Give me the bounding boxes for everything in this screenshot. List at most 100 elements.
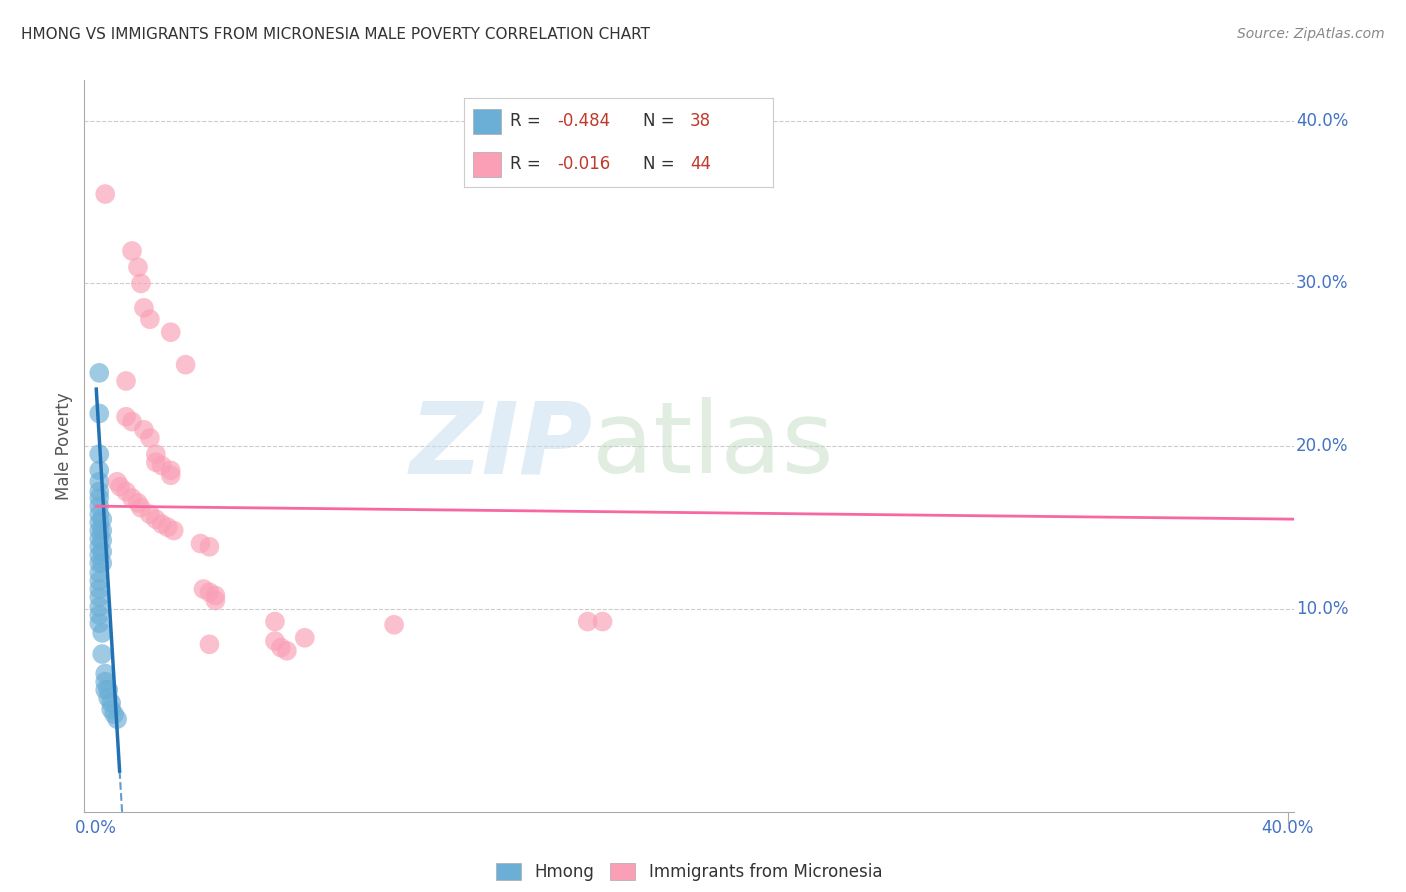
Point: [94, 666, 117, 681]
Point: [89, 447, 111, 461]
Point: [150, 458, 173, 473]
Point: [89, 590, 111, 604]
Point: [94, 682, 117, 697]
Point: [89, 599, 111, 614]
Point: [139, 312, 162, 326]
Text: 40.0%: 40.0%: [1296, 112, 1348, 130]
Point: [94, 674, 117, 689]
Text: 30.0%: 30.0%: [1296, 275, 1348, 293]
Text: -0.484: -0.484: [557, 112, 610, 130]
Point: [198, 637, 221, 651]
Point: [132, 423, 155, 437]
Point: [115, 374, 138, 388]
Point: [132, 301, 155, 315]
Point: [97, 690, 120, 705]
Text: 44: 44: [690, 155, 711, 173]
Point: [159, 463, 181, 477]
Point: [91, 524, 114, 538]
Point: [89, 366, 111, 380]
Point: [89, 499, 111, 513]
Text: Source: ZipAtlas.com: Source: ZipAtlas.com: [1237, 27, 1385, 41]
Point: [270, 640, 292, 655]
Point: [91, 544, 114, 558]
Point: [89, 491, 111, 505]
Y-axis label: Male Poverty: Male Poverty: [55, 392, 73, 500]
Point: [264, 634, 287, 648]
Text: ZIP: ZIP: [409, 398, 592, 494]
Point: [94, 187, 117, 202]
Point: [115, 484, 138, 499]
Point: [139, 431, 162, 445]
Text: atlas: atlas: [592, 398, 834, 494]
Point: [89, 548, 111, 562]
Point: [276, 644, 298, 658]
Point: [174, 358, 197, 372]
Point: [145, 447, 167, 461]
Point: [89, 582, 111, 596]
Text: R =: R =: [510, 112, 547, 130]
Point: [264, 615, 287, 629]
Point: [145, 512, 167, 526]
Point: [91, 556, 114, 570]
Point: [100, 702, 122, 716]
Point: [193, 582, 215, 596]
Text: R =: R =: [510, 155, 547, 173]
Point: [592, 615, 614, 629]
Point: [159, 468, 181, 483]
Text: -0.016: -0.016: [557, 155, 610, 173]
Point: [145, 455, 167, 469]
Point: [89, 616, 111, 631]
Point: [139, 508, 162, 522]
Point: [127, 496, 149, 510]
Text: N =: N =: [644, 112, 681, 130]
Point: [91, 647, 114, 661]
Point: [129, 277, 152, 291]
Point: [89, 475, 111, 489]
Point: [382, 617, 405, 632]
Point: [190, 536, 212, 550]
Legend: Hmong, Immigrants from Micronesia: Hmong, Immigrants from Micronesia: [489, 856, 889, 888]
Point: [89, 508, 111, 522]
Point: [159, 325, 181, 339]
Point: [198, 585, 221, 599]
Text: HMONG VS IMMIGRANTS FROM MICRONESIA MALE POVERTY CORRELATION CHART: HMONG VS IMMIGRANTS FROM MICRONESIA MALE…: [21, 27, 650, 42]
Point: [89, 463, 111, 477]
Point: [89, 532, 111, 546]
Point: [89, 407, 111, 421]
Point: [97, 682, 120, 697]
Point: [121, 491, 143, 505]
Point: [576, 615, 599, 629]
Point: [91, 533, 114, 548]
Point: [121, 244, 143, 258]
Point: [115, 409, 138, 424]
Point: [89, 574, 111, 588]
Point: [294, 631, 316, 645]
Point: [103, 707, 125, 722]
Point: [204, 593, 226, 607]
Text: 38: 38: [690, 112, 711, 130]
Point: [127, 260, 149, 275]
Point: [121, 415, 143, 429]
Point: [129, 500, 152, 515]
Text: 20.0%: 20.0%: [1296, 437, 1348, 455]
Point: [150, 516, 173, 531]
Text: N =: N =: [644, 155, 681, 173]
Bar: [474, 109, 501, 134]
Point: [89, 566, 111, 580]
Text: 10.0%: 10.0%: [1296, 599, 1348, 617]
Point: [198, 540, 221, 554]
Point: [89, 540, 111, 554]
Bar: [474, 152, 501, 177]
Point: [89, 524, 111, 538]
Point: [89, 556, 111, 570]
Point: [91, 512, 114, 526]
Point: [156, 520, 179, 534]
Point: [89, 484, 111, 499]
Point: [89, 516, 111, 530]
Point: [89, 608, 111, 623]
Point: [105, 712, 128, 726]
Point: [204, 589, 226, 603]
Point: [108, 480, 131, 494]
Point: [100, 696, 122, 710]
Point: [91, 626, 114, 640]
